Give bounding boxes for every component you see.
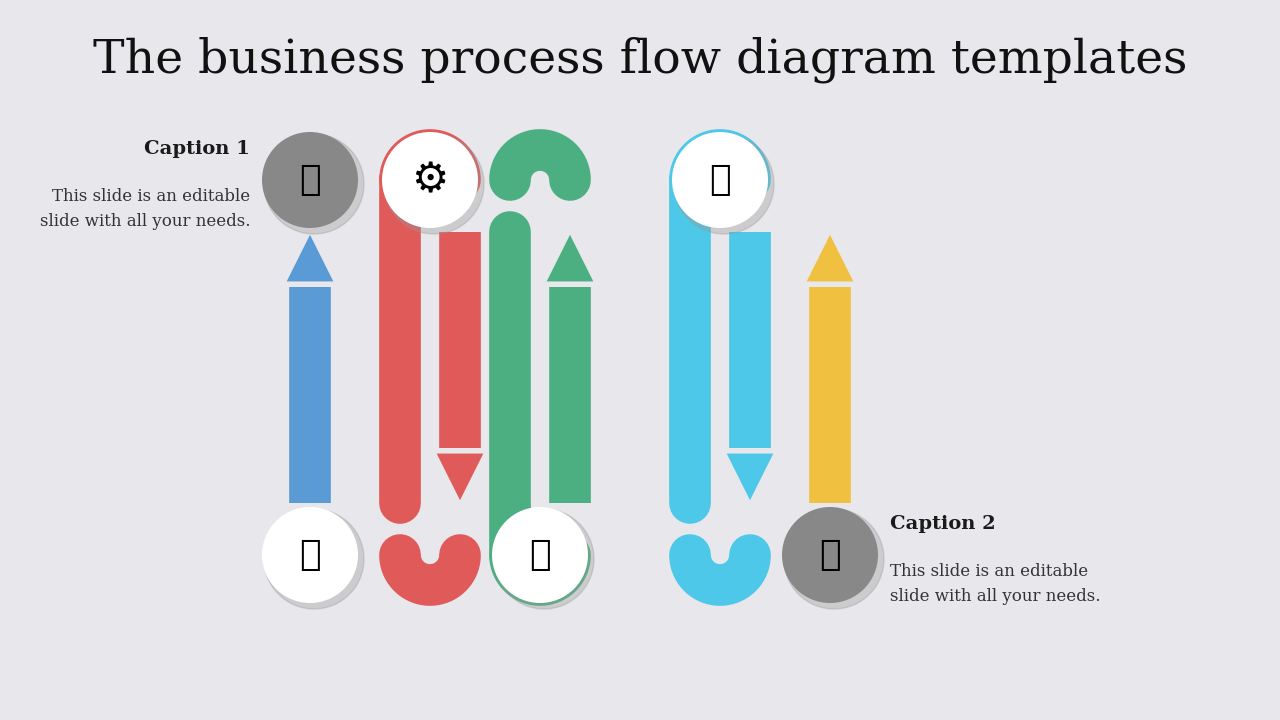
Text: 📊: 📊 [709,163,731,197]
Circle shape [783,509,884,609]
Circle shape [782,507,878,603]
Circle shape [672,132,768,228]
Circle shape [494,509,594,609]
Text: Caption 2: Caption 2 [890,515,996,533]
Text: 💼: 💼 [300,538,321,572]
Text: 💵: 💵 [300,163,321,197]
Circle shape [264,134,364,234]
Text: This slide is an editable
slide with all your needs.: This slide is an editable slide with all… [890,563,1101,605]
Circle shape [675,134,774,234]
Circle shape [384,134,484,234]
Text: This slide is an editable
slide with all your needs.: This slide is an editable slide with all… [40,188,250,230]
Text: The business process flow diagram templates: The business process flow diagram templa… [93,37,1187,84]
Text: Caption 1: Caption 1 [145,140,250,158]
Text: ⚙: ⚙ [411,159,449,201]
Text: 🎯: 🎯 [529,538,550,572]
Circle shape [381,132,477,228]
Circle shape [264,509,364,609]
Circle shape [262,132,358,228]
Circle shape [492,507,588,603]
Text: 🤝: 🤝 [819,538,841,572]
Circle shape [262,507,358,603]
